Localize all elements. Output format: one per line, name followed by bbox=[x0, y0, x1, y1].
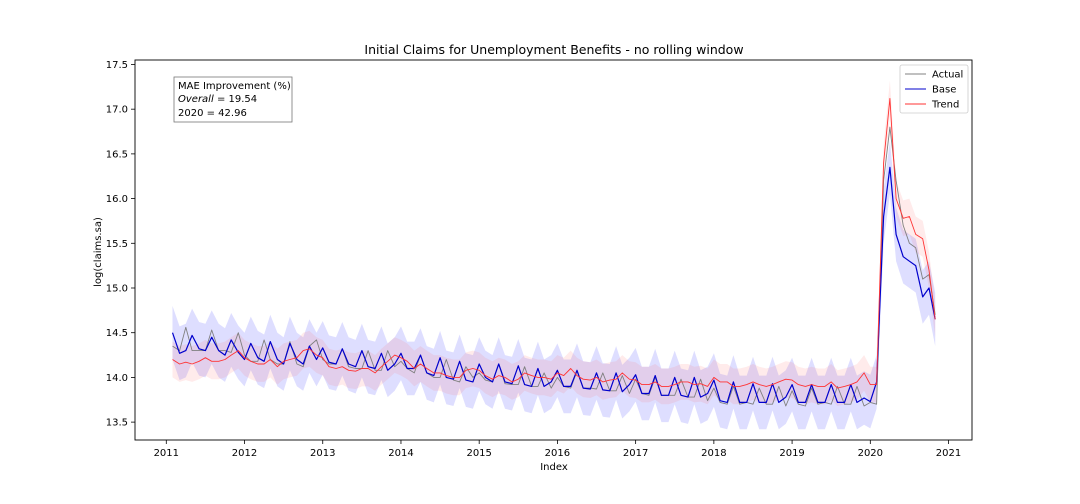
plot-area bbox=[171, 80, 936, 430]
annotation-box: MAE Improvement (%) Overall = 19.54 2020… bbox=[173, 76, 293, 123]
x-tick-label: 2016 bbox=[545, 448, 570, 459]
x-tick-label: 2017 bbox=[623, 448, 648, 459]
legend-label-base: Base bbox=[932, 85, 956, 96]
x-tick-label: 2018 bbox=[701, 448, 726, 459]
y-tick-label: 15.0 bbox=[106, 284, 128, 295]
series-band-base bbox=[172, 140, 936, 430]
y-tick-label: 17.0 bbox=[106, 105, 128, 116]
x-axis: 2011 2012 2013 2014 2015 2016 2017 2018 2019 2020… bbox=[154, 440, 961, 459]
annotation-2020: 2020 = 42.96 bbox=[178, 108, 247, 119]
legend: Actual Base Trend bbox=[899, 64, 969, 114]
y-tick-label: 14.5 bbox=[106, 328, 128, 339]
legend-label-trend: Trend bbox=[931, 100, 959, 111]
y-tick-label: 16.5 bbox=[106, 149, 128, 160]
annotation-overall: Overall = 19.54 bbox=[178, 94, 257, 105]
y-tick-label: 14.0 bbox=[106, 373, 128, 384]
y-axis-label: log(claims.sa) bbox=[93, 217, 104, 287]
y-tick-label: 16.0 bbox=[106, 194, 128, 205]
x-tick-label: 2019 bbox=[779, 448, 804, 459]
annotation-overall-name: Overall bbox=[178, 94, 214, 105]
legend-label-actual: Actual bbox=[932, 70, 963, 81]
x-tick-label: 2021 bbox=[936, 448, 961, 459]
x-tick-label: 2011 bbox=[154, 448, 179, 459]
x-tick-label: 2012 bbox=[232, 448, 257, 459]
annotation-overall-value: = 19.54 bbox=[217, 94, 257, 105]
x-tick-label: 2013 bbox=[310, 448, 335, 459]
annotation-heading: MAE Improvement (%) bbox=[178, 81, 291, 92]
y-tick-label: 13.5 bbox=[106, 418, 128, 429]
x-tick-label: 2014 bbox=[388, 448, 413, 459]
legend-frame bbox=[899, 64, 969, 114]
series-line-trend bbox=[172, 97, 936, 389]
y-tick-label: 17.5 bbox=[106, 60, 128, 71]
x-axis-label: Index bbox=[540, 462, 568, 473]
series-line-actual bbox=[172, 126, 936, 407]
x-tick-label: 2015 bbox=[466, 448, 491, 459]
series-band-trend bbox=[172, 80, 936, 406]
plot-frame bbox=[134, 59, 973, 441]
chart-title: Initial Claims for Unemployment Benefits… bbox=[364, 42, 743, 57]
y-axis: 13.5 14.0 14.5 15.0 15.5 16.0 16.5 17.0 17.5 bbox=[106, 60, 135, 429]
x-tick-label: 2020 bbox=[858, 448, 883, 459]
y-tick-label: 15.5 bbox=[106, 239, 128, 250]
